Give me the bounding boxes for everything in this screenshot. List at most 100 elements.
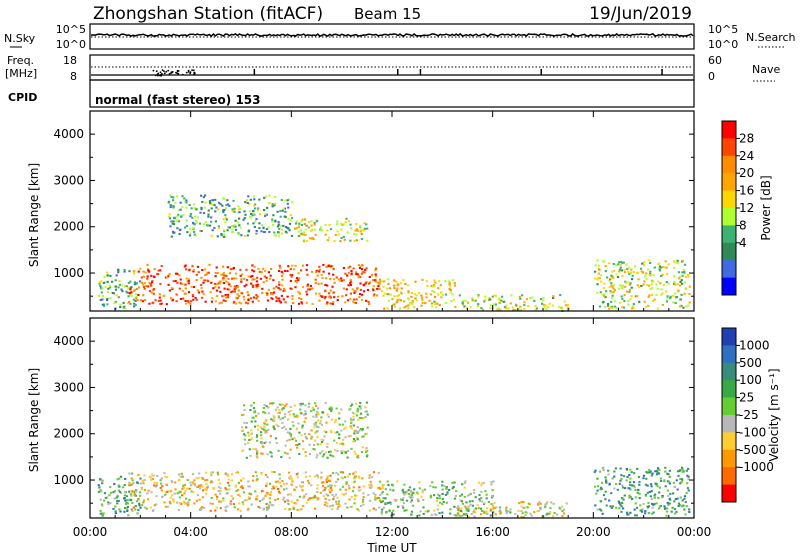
radar-cell <box>679 305 682 308</box>
radar-cell <box>122 486 125 489</box>
radar-cell <box>211 203 214 206</box>
radar-cell <box>322 263 325 266</box>
radar-cell <box>280 270 283 273</box>
velocity-colorbar-label: Velocity [m s⁻¹] <box>767 368 781 461</box>
radar-cell <box>354 470 357 473</box>
radar-cell <box>358 476 361 479</box>
radar-cell <box>117 499 120 502</box>
radar-cell <box>224 506 227 509</box>
radar-cell <box>196 289 199 292</box>
radar-cell <box>141 504 144 507</box>
radar-cell <box>399 299 403 302</box>
radar-cell <box>210 220 213 223</box>
radar-cell <box>203 506 206 509</box>
radar-cell <box>379 488 382 490</box>
radar-cell <box>430 305 434 308</box>
radar-cell <box>318 299 321 302</box>
radar-cell <box>362 503 365 506</box>
radar-cell <box>300 269 303 272</box>
radar-cell <box>638 480 641 483</box>
radar-cell <box>340 279 343 282</box>
radar-cell <box>218 282 221 285</box>
radar-cell <box>282 298 285 301</box>
radar-cell <box>683 508 686 511</box>
radar-cell <box>117 271 120 274</box>
radar-cell <box>389 293 392 296</box>
radar-cell <box>278 473 281 476</box>
radar-cell <box>610 282 613 285</box>
radar-cell <box>622 486 625 489</box>
radar-cell <box>225 488 228 491</box>
radar-cell <box>615 264 618 267</box>
radar-cell <box>645 277 648 280</box>
radar-cell <box>329 487 333 489</box>
radar-cell <box>204 201 207 204</box>
radar-cell <box>564 304 567 307</box>
radar-cell <box>220 500 223 503</box>
radar-cell <box>185 199 188 202</box>
radar-cell <box>278 408 281 411</box>
radar-cell <box>132 298 135 301</box>
radar-cell <box>184 490 187 493</box>
radar-cell <box>263 425 266 428</box>
radar-cell <box>250 404 253 407</box>
radar-cell <box>163 501 166 504</box>
radar-cell <box>680 505 683 508</box>
radar-cell <box>412 492 415 495</box>
radar-cell <box>134 489 137 492</box>
radar-cell <box>320 477 323 480</box>
radar-cell <box>289 273 292 276</box>
radar-cell <box>396 284 399 287</box>
radar-cell <box>216 295 219 297</box>
radar-cell <box>441 498 444 501</box>
velocity-y-axis-label: Slant Range [km] <box>27 368 41 472</box>
radar-cell <box>127 484 130 487</box>
radar-cell <box>210 216 213 219</box>
radar-cell <box>602 469 605 472</box>
radar-cell <box>650 483 653 486</box>
radar-cell <box>240 485 244 488</box>
radar-cell <box>295 220 298 223</box>
radar-cell <box>286 270 289 272</box>
radar-cell <box>220 301 223 304</box>
radar-cell <box>334 418 337 421</box>
radar-cell <box>109 486 112 489</box>
radar-cell <box>618 270 621 273</box>
radar-cell <box>265 280 268 282</box>
radar-cell <box>118 280 121 283</box>
radar-cell <box>170 235 173 238</box>
radar-cell <box>627 300 630 302</box>
radar-cell <box>408 486 411 489</box>
radar-cell <box>687 475 690 478</box>
radar-cell <box>363 227 366 230</box>
radar-cell <box>613 475 616 478</box>
radar-cell <box>284 413 287 416</box>
radar-cell <box>181 475 184 478</box>
radar-cell <box>528 297 532 300</box>
radar-cell <box>358 296 361 299</box>
radar-cell <box>238 217 241 220</box>
radar-cell <box>601 512 604 515</box>
radar-cell <box>602 287 605 290</box>
radar-cell <box>356 229 359 232</box>
radar-cell <box>170 196 173 198</box>
radar-cell <box>326 302 329 305</box>
radar-cell <box>299 508 302 511</box>
radar-cell <box>311 303 314 305</box>
radar-cell <box>392 489 395 492</box>
radar-cell <box>332 273 335 276</box>
radar-cell <box>217 286 221 289</box>
radar-cell <box>305 290 308 293</box>
radar-cell <box>262 267 265 270</box>
radar-cell <box>490 481 493 484</box>
radar-cell <box>177 509 180 511</box>
radar-cell <box>245 268 248 271</box>
radar-cell <box>499 509 502 512</box>
radar-cell <box>345 483 348 486</box>
radar-cell <box>498 302 501 304</box>
radar-cell <box>210 300 213 303</box>
radar-cell <box>97 484 100 487</box>
radar-cell <box>688 293 691 295</box>
radar-cell <box>352 424 355 427</box>
radar-cell <box>611 296 614 299</box>
